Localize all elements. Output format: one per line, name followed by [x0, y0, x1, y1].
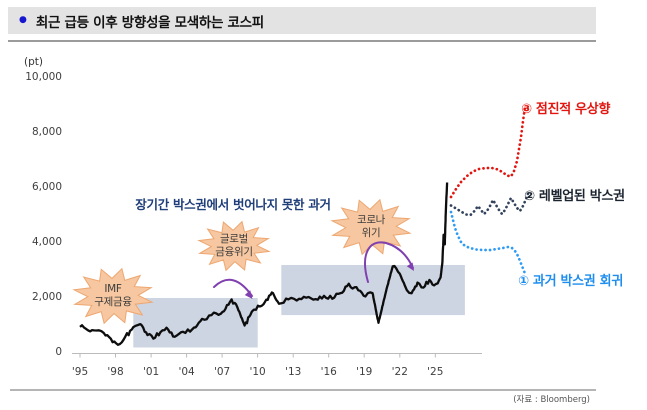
past-box-range — [133, 298, 258, 348]
scenario-path-leveled-up-box — [449, 192, 530, 217]
y-tick-2000: 2,000 — [31, 291, 62, 303]
x-axis — [72, 353, 482, 358]
x-tick-04: '04 — [178, 366, 195, 378]
figure-title: 최근 급등 이후 방향성을 모색하는 코스피 — [35, 14, 264, 31]
covid-crisis-label: 코로나 위기 — [356, 213, 386, 239]
y-tick-4000: 4,000 — [31, 236, 62, 248]
arrow-heads — [244, 262, 414, 299]
global-financial-crisis-burst — [197, 220, 271, 272]
y-tick-10000: 10,000 — [25, 71, 62, 83]
x-tick-01: '01 — [142, 366, 160, 378]
kospi-price-line — [79, 182, 449, 346]
footer-divider — [10, 389, 596, 391]
imf-crisis-burst — [72, 267, 154, 325]
x-tick-25: '25 — [427, 366, 444, 378]
y-tick-8000: 8,000 — [31, 126, 62, 138]
source-credit: (자료 : Bloomberg) — [513, 395, 590, 405]
current-box-range — [281, 265, 465, 316]
x-tick-10: '10 — [249, 366, 266, 378]
x-tick-07: '07 — [213, 366, 231, 378]
scenario-gradual-uptrend-label: ③ 점진적 우상향 — [521, 102, 611, 117]
x-tick-22: '22 — [391, 366, 408, 378]
title-underline — [8, 40, 596, 42]
imf-crisis-label: IMF 구제금융 — [94, 282, 132, 308]
scenario-path-return-to-past-box — [449, 210, 527, 277]
crisis-starbursts — [72, 198, 412, 325]
scenario-leveled-up-box-label: ② 레벨업된 박스권 — [524, 189, 625, 204]
y-axis-unit: (pt) — [24, 56, 43, 68]
x-tick-16: '16 — [320, 366, 337, 378]
scenario-path-gradual-uptrend — [449, 105, 527, 199]
bullet-icon: ● — [19, 15, 27, 25]
box-range-note: 장기간 박스권에서 벗어나지 못한 과거 — [135, 197, 331, 212]
covid-crisis-burst — [330, 198, 412, 256]
scenario-return-to-past-box-label: ① 과거 박스권 회귀 — [518, 274, 624, 289]
x-tick-95: '95 — [71, 366, 89, 378]
figure-title-band: ● 최근 급등 이후 방향성을 모색하는 코스피 — [8, 7, 596, 34]
global-financial-crisis-label: 글로벌 금융위기 — [215, 232, 253, 258]
box-range-rects — [133, 265, 465, 348]
covid-arrow — [364, 241, 414, 283]
global-crisis-arrow — [213, 278, 253, 297]
y-tick-6000: 6,000 — [31, 181, 62, 193]
x-tick-98: '98 — [107, 366, 124, 378]
y-tick-0: 0 — [55, 346, 62, 358]
x-tick-13: '13 — [285, 366, 302, 378]
x-tick-19: '19 — [356, 366, 373, 378]
